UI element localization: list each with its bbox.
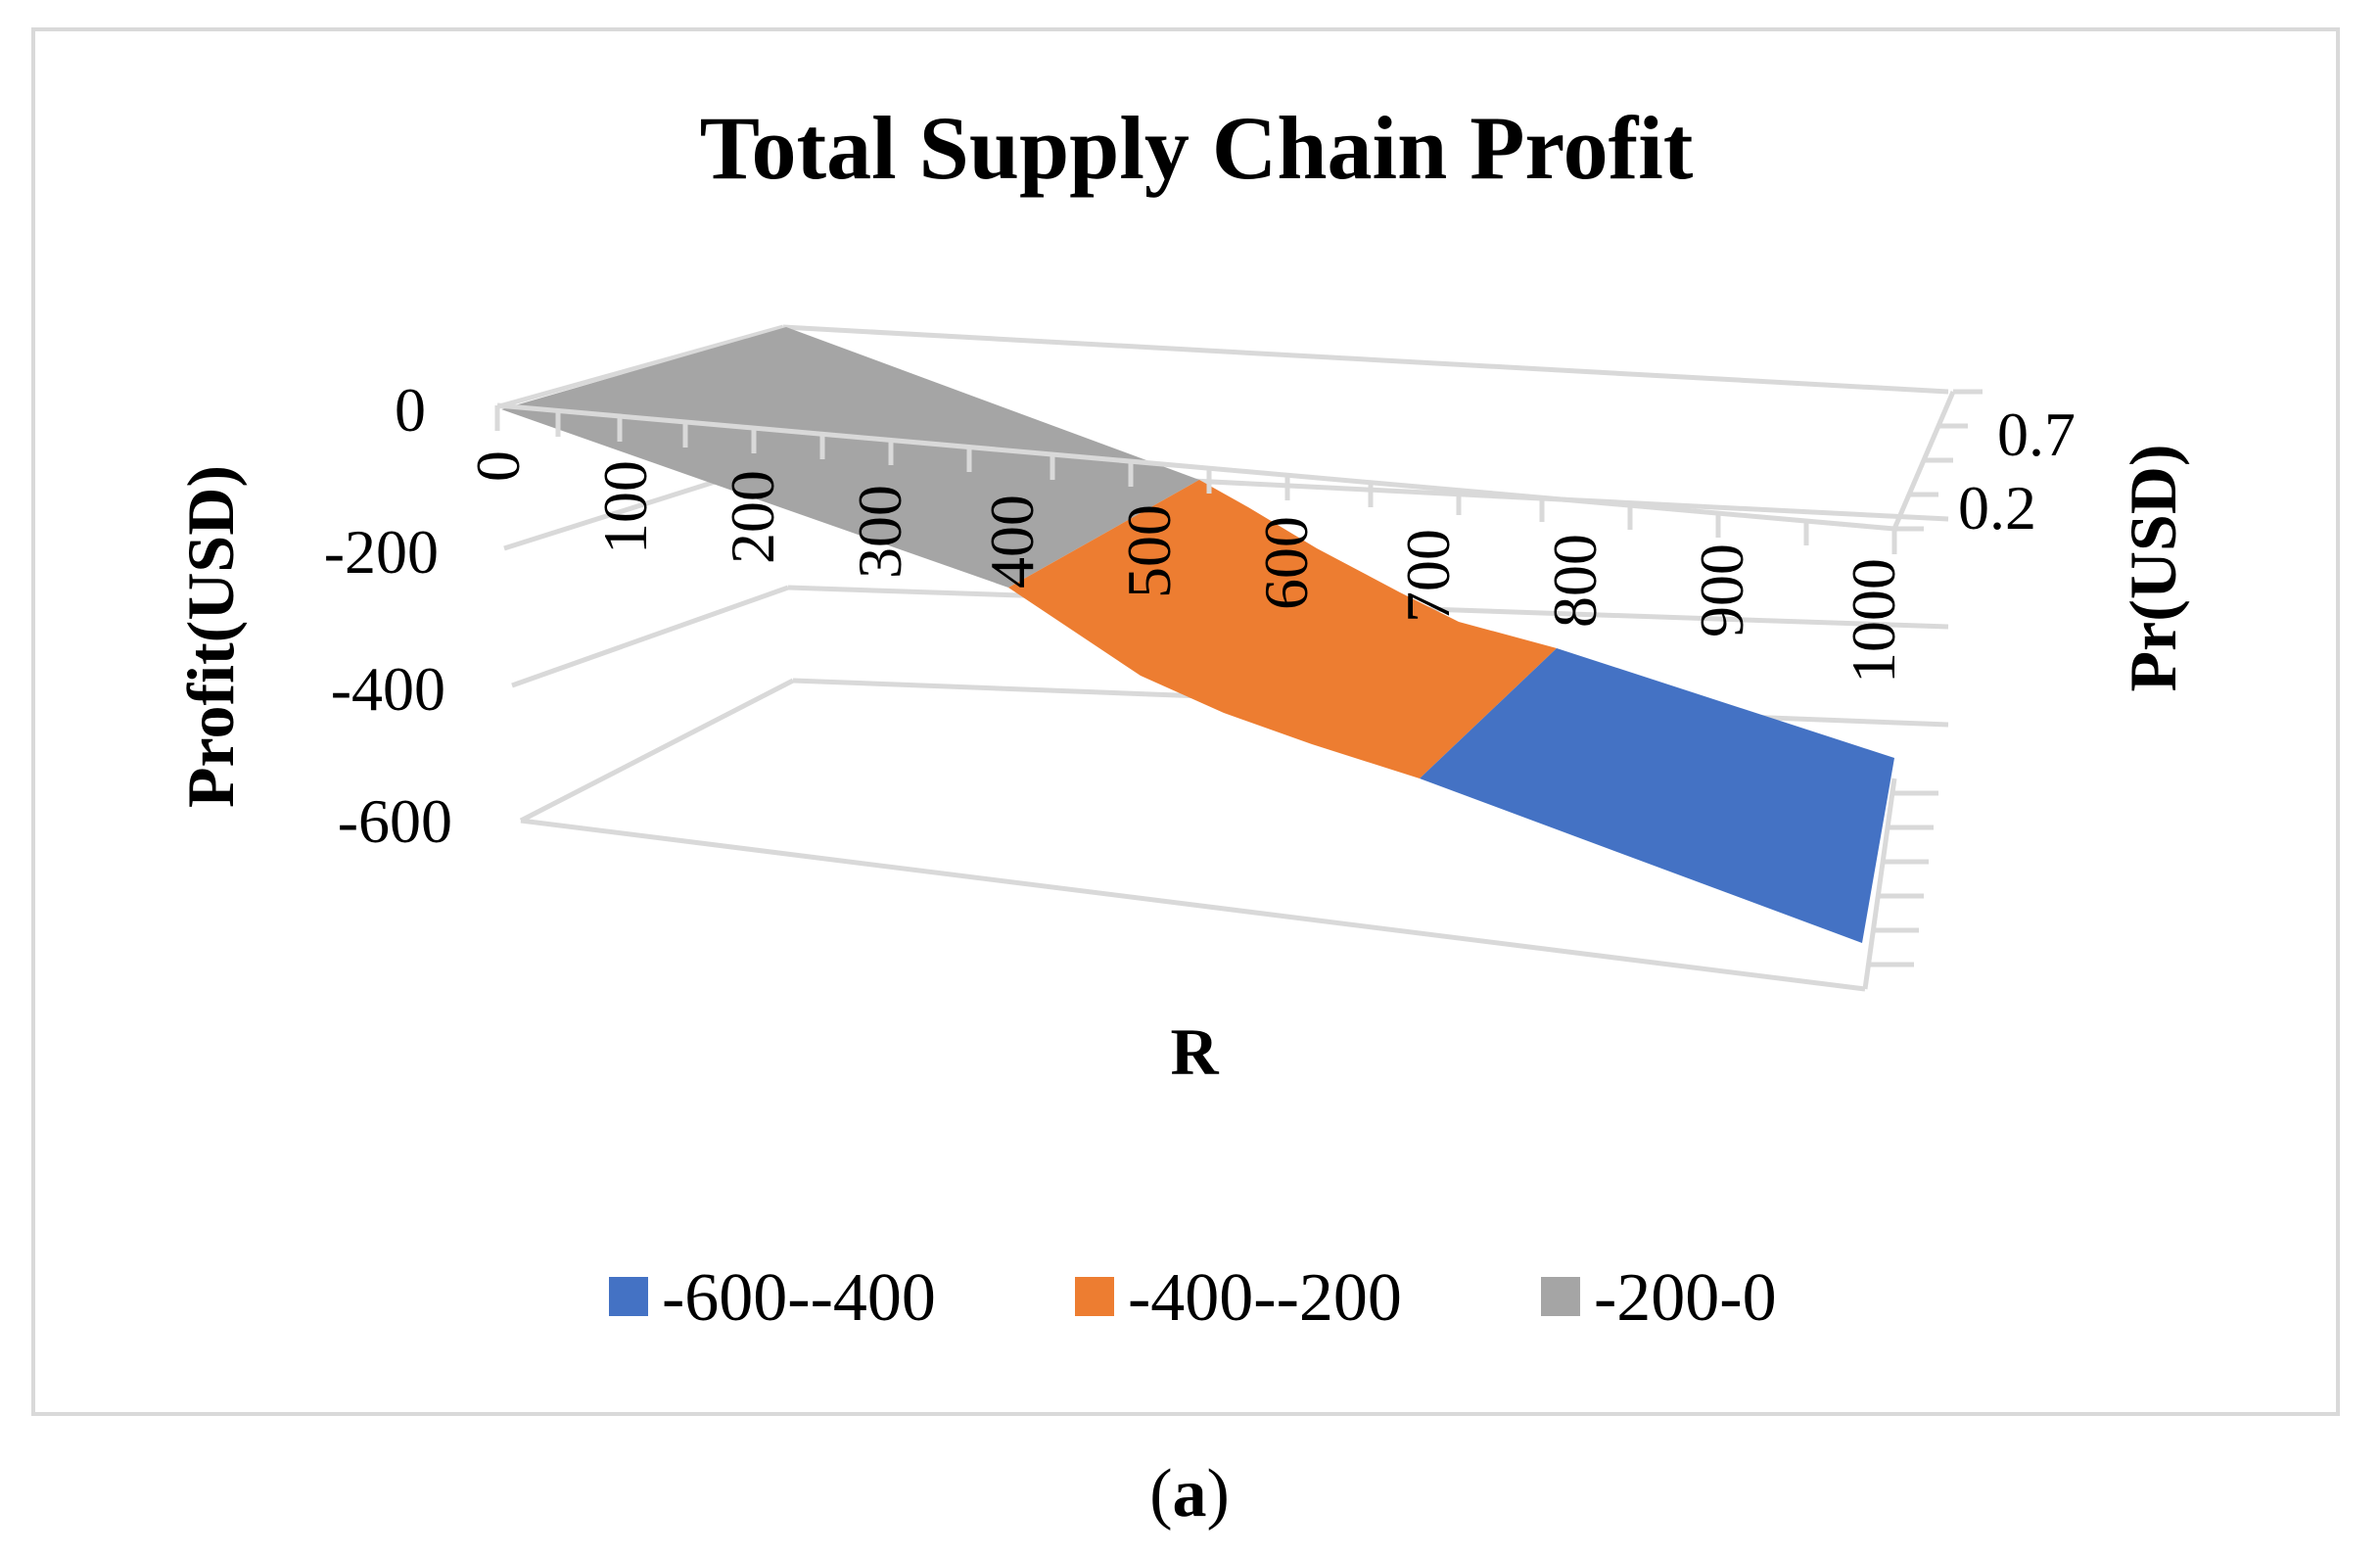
back-grid-top — [782, 324, 1949, 395]
surface — [501, 327, 1894, 943]
chart-title: Total Supply Chain Profit — [700, 98, 1694, 198]
y-tick-label: -200 — [324, 517, 439, 587]
x-tick-label: 200 — [718, 470, 787, 564]
x-tick-label: 500 — [1114, 504, 1184, 598]
depth-tick-label: 0.2 — [1958, 473, 2036, 542]
x-tick-label: 300 — [845, 485, 914, 579]
floor-front-edge — [520, 818, 1866, 992]
x-tick-labels: 0 100 200 300 400 500 600 700 800 900 10… — [463, 450, 1908, 684]
right-vertical-axis — [1862, 778, 1938, 990]
x-tick-marks — [494, 405, 1897, 554]
depth-tick-labels: 0.7 0.2 — [1958, 400, 2076, 542]
depth-axis-title: Pr(USD) — [2116, 444, 2190, 691]
left-grid-0 — [498, 324, 784, 409]
x-tick-label: 1000 — [1839, 558, 1908, 684]
chart-frame — [31, 27, 2340, 1416]
x-tick-label: 0 — [463, 450, 533, 482]
figure-caption: (a) — [1149, 1456, 1230, 1532]
legend-label: -400--200 — [1128, 1260, 1402, 1336]
y-tick-label: -600 — [338, 786, 452, 856]
y-tick-label: 0 — [395, 375, 426, 445]
x-tick-label: 900 — [1687, 543, 1756, 637]
x-tick-label: 700 — [1393, 529, 1463, 623]
legend-label: -600--400 — [662, 1260, 936, 1336]
surface-region-gray — [501, 327, 1199, 588]
depth-tick-label: 0.7 — [1997, 400, 2076, 469]
legend-label: -200-0 — [1594, 1260, 1777, 1336]
x-axis-line — [496, 402, 1895, 532]
left-grid-600 — [519, 678, 795, 824]
surface-region-orange — [1008, 480, 1557, 778]
left-grid-400 — [511, 585, 789, 688]
x-tick-label: 400 — [977, 495, 1047, 589]
legend-swatch-orange — [1075, 1277, 1114, 1316]
x-tick-label: 600 — [1251, 516, 1321, 610]
right-axis-line — [1862, 778, 1897, 990]
legend: -600--400 -400--200 -200-0 — [609, 1260, 1777, 1336]
caption-close: ) — [1207, 1456, 1230, 1532]
caption-letter: a — [1173, 1456, 1207, 1532]
x-axis-title: R — [1170, 1014, 1219, 1089]
floor-grid — [520, 818, 1866, 992]
legend-swatch-gray — [1541, 1277, 1580, 1316]
surface-region-blue — [1420, 648, 1894, 943]
y-tick-label: -400 — [331, 654, 445, 724]
caption-open: ( — [1149, 1456, 1172, 1532]
y-tick-labels: 0 -200 -400 -600 — [324, 375, 452, 856]
x-tick-label: 100 — [590, 460, 660, 554]
x-tick-label: 800 — [1540, 534, 1610, 628]
legend-swatch-blue — [609, 1277, 648, 1316]
y-axis-title: Profit(USD) — [173, 465, 248, 808]
depth-axis — [1891, 389, 1983, 532]
